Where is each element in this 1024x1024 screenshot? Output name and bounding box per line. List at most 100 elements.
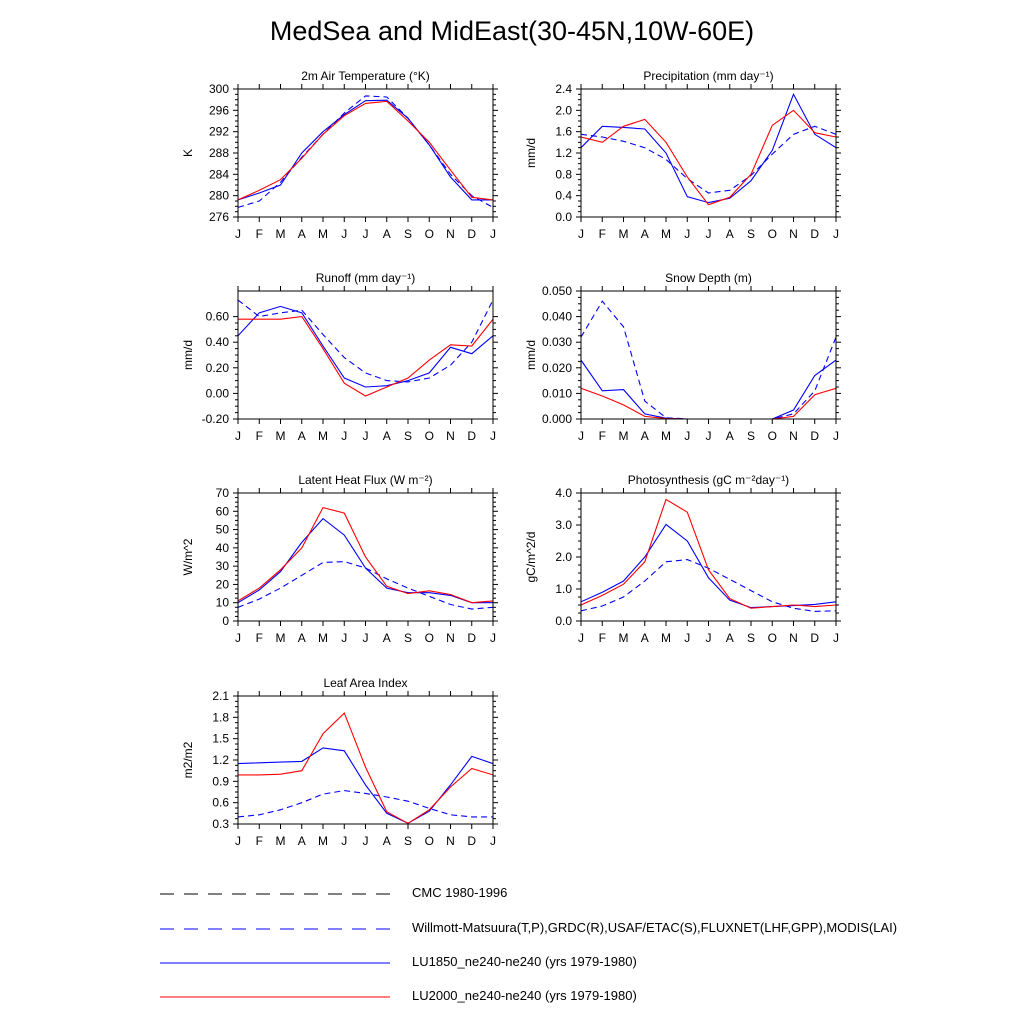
x-tick-label: J [706, 631, 712, 645]
x-tick-label: J [706, 227, 712, 241]
y-tick-label: 60 [216, 504, 230, 518]
y-tick-label: 0.8 [555, 167, 572, 181]
x-tick-label: A [726, 631, 734, 645]
series-line-obs [581, 125, 836, 194]
y-tick-label: 1.2 [212, 753, 229, 767]
x-tick-label: N [446, 834, 455, 848]
x-tick-label: J [363, 429, 369, 443]
y-tick-label: 1.8 [212, 710, 229, 724]
y-axis-label: mm/d [524, 138, 538, 168]
x-tick-label: D [467, 834, 476, 848]
x-tick-label: M [276, 429, 286, 443]
x-tick-label: N [446, 429, 455, 443]
legend-label-lu2000: LU2000_ne240-ne240 (yrs 1979-1980) [412, 988, 637, 1003]
panel-title: Snow Depth (m) [665, 271, 752, 285]
x-tick-label: N [446, 631, 455, 645]
series-line-m1850 [238, 747, 493, 824]
y-axis-label: m2/m2 [181, 741, 195, 778]
x-tick-label: M [318, 631, 328, 645]
y-tick-label: 288 [209, 146, 229, 160]
series-line-m2000 [238, 712, 493, 824]
x-tick-label: A [383, 631, 391, 645]
x-tick-label: O [425, 227, 434, 241]
plot-frame [580, 88, 837, 218]
x-tick-label: M [276, 631, 286, 645]
x-tick-label: A [383, 429, 391, 443]
y-tick-label: 1.2 [555, 146, 572, 160]
x-tick-label: A [726, 429, 734, 443]
y-tick-label: 292 [209, 125, 229, 139]
x-tick-label: J [578, 227, 584, 241]
panel-title: Photosynthesis (gC m⁻²day⁻¹) [628, 473, 789, 487]
x-tick-label: O [768, 631, 777, 645]
x-tick-label: D [467, 227, 476, 241]
x-tick-label: D [810, 631, 819, 645]
y-tick-label: 1.5 [212, 732, 229, 746]
series-line-m1850 [581, 359, 836, 419]
y-tick-label: 0.020 [542, 361, 572, 375]
x-tick-label: M [661, 227, 671, 241]
x-tick-label: F [599, 227, 606, 241]
x-tick-label: F [599, 631, 606, 645]
x-tick-label: N [789, 429, 798, 443]
y-axis-label: W/m^2 [181, 538, 195, 575]
chart-panel-6: Leaf Area Index m2/m2 0.3 0.6 0.9 1.2 1.5 1.8 2.… [181, 676, 498, 848]
y-tick-label: 0.000 [542, 412, 572, 426]
x-tick-label: J [490, 429, 496, 443]
legend-swatch-lu1850 [160, 962, 390, 964]
y-axis-label: mm/d [181, 340, 195, 370]
figure-title: MedSea and MidEast(30-45N,10W-60E) [269, 16, 755, 46]
series-line-m1850 [238, 517, 493, 604]
x-tick-label: A [726, 227, 734, 241]
x-tick-label: F [256, 834, 263, 848]
legend-item-lu1850: LU1850_ne240-ne240 (yrs 1979-1980) [160, 953, 637, 973]
x-tick-label: A [298, 429, 306, 443]
x-tick-label: S [747, 631, 755, 645]
x-tick-label: S [747, 227, 755, 241]
x-tick-label: J [235, 834, 241, 848]
x-tick-label: J [833, 429, 839, 443]
y-tick-label: 20 [216, 577, 230, 591]
x-tick-label: F [256, 429, 263, 443]
x-tick-label: M [619, 227, 629, 241]
x-tick-label: J [235, 429, 241, 443]
y-axis-label: mm/d [524, 340, 538, 370]
x-tick-label: O [768, 429, 777, 443]
chart-panel-3: Snow Depth (m) mm/d 0.000 0.010 0.020 0.030 0.… [524, 271, 841, 443]
chart-panel-0: 2m Air Temperature (°K) K 276 280 284 288 292 2… [181, 69, 498, 241]
legend-label-lu1850: LU1850_ne240-ne240 (yrs 1979-1980) [412, 954, 637, 969]
x-tick-label: J [490, 834, 496, 848]
series-line-m2000 [238, 100, 493, 201]
series-line-m2000 [238, 506, 493, 604]
x-tick-label: J [684, 631, 690, 645]
y-tick-label: 1.0 [555, 582, 572, 596]
x-tick-label: O [425, 834, 434, 848]
x-tick-label: J [578, 631, 584, 645]
y-axis-label: gC/m^2/d [524, 532, 538, 583]
x-tick-label: J [341, 429, 347, 443]
series-line-obs [238, 790, 493, 818]
y-tick-label: 276 [209, 210, 229, 224]
y-tick-label: 0 [222, 614, 229, 628]
x-tick-label: J [833, 227, 839, 241]
x-tick-label: M [318, 227, 328, 241]
x-tick-label: M [318, 429, 328, 443]
x-tick-label: J [490, 227, 496, 241]
y-tick-label: 70 [216, 486, 230, 500]
y-tick-label: 4.0 [555, 486, 572, 500]
x-tick-label: A [298, 834, 306, 848]
x-tick-label: M [661, 429, 671, 443]
y-tick-label: 0.9 [212, 774, 229, 788]
y-tick-label: 0.030 [542, 335, 572, 349]
y-tick-label: 0.20 [206, 361, 230, 375]
y-tick-label: 50 [216, 523, 230, 537]
x-tick-label: N [446, 227, 455, 241]
x-tick-label: F [256, 631, 263, 645]
x-tick-label: M [276, 834, 286, 848]
x-tick-label: A [641, 227, 649, 241]
x-tick-label: J [341, 834, 347, 848]
y-tick-label: 300 [209, 82, 229, 96]
y-tick-label: 30 [216, 559, 230, 573]
y-tick-label: 2.4 [555, 82, 572, 96]
plot-frame [580, 290, 837, 420]
